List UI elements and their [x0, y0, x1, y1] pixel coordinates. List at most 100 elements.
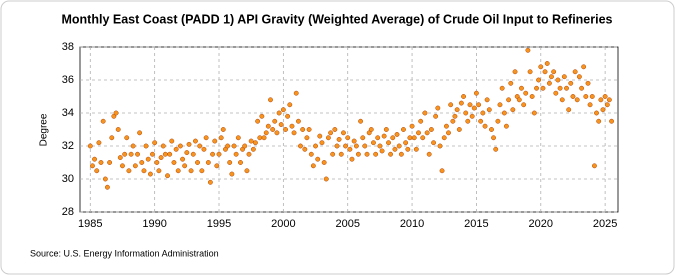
point: [446, 130, 451, 136]
point: [394, 132, 400, 137]
point: [581, 64, 587, 70]
point: [345, 135, 351, 141]
point: [242, 143, 248, 149]
point: [162, 151, 168, 157]
point: [428, 127, 434, 132]
point: [506, 97, 512, 103]
point: [443, 123, 449, 129]
point: [568, 80, 574, 86]
point: [139, 160, 145, 165]
point: [371, 140, 376, 146]
point: [461, 94, 467, 99]
point: [180, 156, 186, 162]
point: [128, 151, 134, 157]
point: [203, 135, 209, 141]
point: [456, 127, 462, 132]
point: [265, 123, 271, 129]
y-tick-label: 38: [62, 41, 74, 53]
point: [158, 155, 164, 161]
point: [321, 160, 327, 165]
point: [336, 136, 342, 142]
point: [252, 140, 258, 146]
point: [349, 156, 355, 162]
point: [98, 160, 104, 165]
point: [150, 151, 155, 157]
point: [263, 130, 269, 136]
point: [516, 97, 522, 103]
point: [319, 140, 325, 146]
point: [199, 168, 205, 174]
source: Source: U.S. Energy Information Administ…: [30, 248, 219, 258]
x-tick-label: 2010: [400, 218, 424, 230]
point: [94, 168, 100, 174]
point: [280, 107, 286, 113]
point: [304, 135, 310, 141]
point: [501, 110, 507, 116]
point: [205, 160, 211, 165]
point: [579, 85, 585, 91]
point: [381, 133, 387, 139]
point: [609, 118, 615, 124]
point: [591, 163, 597, 169]
point: [529, 94, 535, 99]
point: [193, 138, 198, 144]
point: [403, 140, 409, 146]
point: [257, 135, 263, 141]
point: [233, 151, 239, 157]
point: [437, 143, 443, 149]
point: [238, 160, 243, 165]
point: [278, 122, 284, 128]
point: [229, 171, 235, 177]
point: [102, 176, 108, 182]
point: [227, 160, 233, 165]
point: [409, 123, 415, 129]
point: [482, 123, 488, 129]
point: [536, 77, 542, 83]
point: [353, 143, 359, 149]
point: [561, 74, 567, 80]
point: [231, 143, 237, 149]
y-tick-label: 28: [62, 206, 74, 218]
point: [310, 163, 316, 169]
point: [175, 168, 181, 174]
point: [388, 151, 394, 157]
point: [360, 135, 366, 141]
point: [96, 140, 102, 146]
point: [583, 94, 589, 99]
point: [602, 94, 608, 99]
point: [218, 135, 224, 141]
point: [435, 105, 441, 111]
point: [392, 146, 398, 152]
point: [527, 69, 533, 75]
point: [497, 102, 503, 108]
x-tick-label: 1990: [142, 218, 166, 230]
point: [137, 130, 143, 136]
point: [478, 118, 484, 124]
point: [214, 163, 220, 169]
point: [458, 100, 464, 106]
point: [287, 102, 293, 108]
point: [182, 163, 188, 169]
point: [420, 135, 426, 141]
point: [220, 127, 226, 132]
point: [433, 113, 439, 119]
point: [364, 151, 370, 157]
point: [512, 69, 518, 75]
y-tick-label: 30: [62, 173, 74, 185]
point: [156, 168, 162, 174]
point: [190, 151, 196, 157]
x-tick-label: 1985: [78, 218, 102, 230]
point: [225, 143, 231, 149]
point: [606, 97, 612, 103]
point: [495, 118, 501, 124]
x-tick-label: 1995: [207, 218, 231, 230]
point: [355, 151, 361, 157]
point: [600, 107, 606, 113]
point: [124, 135, 130, 141]
point: [491, 135, 496, 141]
point: [143, 143, 149, 149]
point: [261, 135, 267, 141]
point: [317, 133, 323, 139]
x-tick-label: 2015: [464, 218, 488, 230]
point: [572, 69, 578, 75]
